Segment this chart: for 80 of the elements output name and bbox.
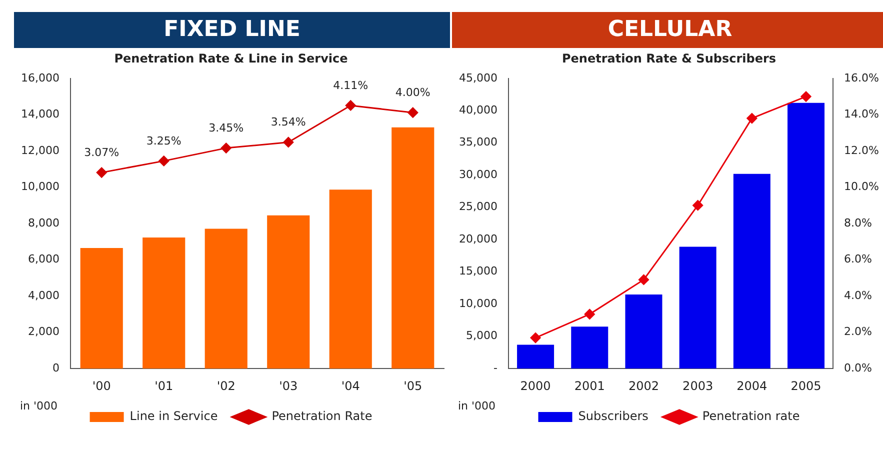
x-tick-label: '01 bbox=[154, 378, 174, 393]
legend-label: Subscribers bbox=[578, 409, 648, 424]
y2-tick-label: 10.0% bbox=[844, 180, 880, 194]
chart-title: FIXED LINE bbox=[14, 12, 450, 48]
bar bbox=[679, 246, 716, 369]
legend-label: Line in Service bbox=[130, 409, 218, 424]
y-tick-label: 5,000 bbox=[466, 329, 498, 342]
y2-tick-label: 14.0% bbox=[844, 108, 880, 121]
y-tick-label: 10,000 bbox=[20, 180, 60, 194]
y-tick-label: 6,000 bbox=[28, 252, 60, 266]
data-label: 3.45% bbox=[208, 121, 244, 134]
y2-tick-label: 12.0% bbox=[844, 144, 880, 157]
y-tick-label: 40,000 bbox=[458, 104, 498, 117]
bar bbox=[517, 344, 554, 369]
point bbox=[692, 200, 704, 211]
y2-tick-label: 0.0% bbox=[844, 361, 872, 374]
bar bbox=[733, 174, 770, 369]
point bbox=[408, 107, 418, 118]
x-tick-label: '02 bbox=[216, 378, 236, 393]
point bbox=[800, 91, 812, 102]
legend-label: Penetration Rate bbox=[272, 409, 372, 424]
bar bbox=[142, 237, 186, 369]
bar bbox=[788, 102, 825, 369]
point bbox=[96, 167, 107, 178]
bar bbox=[329, 190, 372, 369]
point bbox=[283, 136, 294, 148]
bar bbox=[267, 215, 310, 369]
x-tick-label: 2000 bbox=[520, 378, 551, 393]
y2-tick-label: 4.0% bbox=[844, 288, 872, 302]
y-tick-label: 0 bbox=[52, 361, 60, 374]
y-tick-label: 45,000 bbox=[458, 71, 498, 84]
point bbox=[158, 156, 170, 166]
y-tick-label: 15,000 bbox=[458, 264, 498, 278]
y2-tick-label: 8.0% bbox=[844, 216, 872, 230]
bar bbox=[392, 127, 434, 369]
point bbox=[746, 113, 758, 124]
y-tick-label: 25,000 bbox=[458, 200, 498, 214]
point bbox=[530, 332, 541, 344]
y-tick-label: 20,000 bbox=[458, 232, 498, 246]
y-tick-label: 2,000 bbox=[28, 325, 60, 338]
bar bbox=[204, 228, 248, 369]
x-tick-label: 2003 bbox=[682, 378, 714, 393]
text: in '000 bbox=[458, 399, 496, 412]
chart-title: CELLULAR bbox=[452, 12, 883, 48]
legend-label: Penetration rate bbox=[702, 409, 800, 424]
chart-subtitle: Penetration Rate & Subscribers bbox=[562, 51, 776, 66]
x-tick-label: 2002 bbox=[628, 378, 659, 393]
bar bbox=[80, 248, 123, 369]
data-label: 4.00% bbox=[395, 86, 430, 99]
point bbox=[638, 274, 649, 285]
point bbox=[584, 308, 595, 320]
y-tick-label: 10,000 bbox=[458, 296, 498, 310]
x-tick-label: 2004 bbox=[736, 378, 768, 393]
data-label: 4.11% bbox=[333, 78, 368, 92]
y2-tick-label: 2.0% bbox=[844, 325, 872, 338]
x-tick-label: 2001 bbox=[574, 378, 605, 393]
text: in '000 bbox=[20, 399, 58, 412]
y-tick-label: 35,000 bbox=[458, 136, 498, 149]
x-tick-label: '00 bbox=[92, 378, 111, 393]
data-label: 3.54% bbox=[270, 116, 306, 129]
bar bbox=[625, 294, 662, 369]
chart-subtitle: Penetration Rate & Line in Service bbox=[114, 51, 348, 66]
data-label: 3.07% bbox=[84, 146, 120, 159]
x-tick-label: 2005 bbox=[790, 378, 822, 393]
y-tick-label: 8,000 bbox=[28, 216, 60, 230]
x-tick-label: '04 bbox=[341, 378, 360, 393]
bar bbox=[571, 326, 608, 369]
point bbox=[220, 142, 232, 154]
y2-tick-label: 16.0% bbox=[844, 71, 880, 84]
y-tick-label: 16,000 bbox=[20, 71, 60, 84]
y-tick-label: 30,000 bbox=[458, 168, 498, 181]
y-tick-label: 12,000 bbox=[20, 144, 60, 157]
y2-tick-label: 6.0% bbox=[844, 252, 872, 266]
x-tick-label: '05 bbox=[404, 378, 422, 393]
y-tick-label: 4,000 bbox=[28, 288, 60, 302]
point bbox=[345, 100, 356, 111]
y-tick-label: - bbox=[494, 361, 498, 374]
x-tick-label: '03 bbox=[279, 378, 298, 393]
y-tick-label: 14,000 bbox=[20, 108, 60, 121]
data-label: 3.25% bbox=[146, 134, 182, 148]
